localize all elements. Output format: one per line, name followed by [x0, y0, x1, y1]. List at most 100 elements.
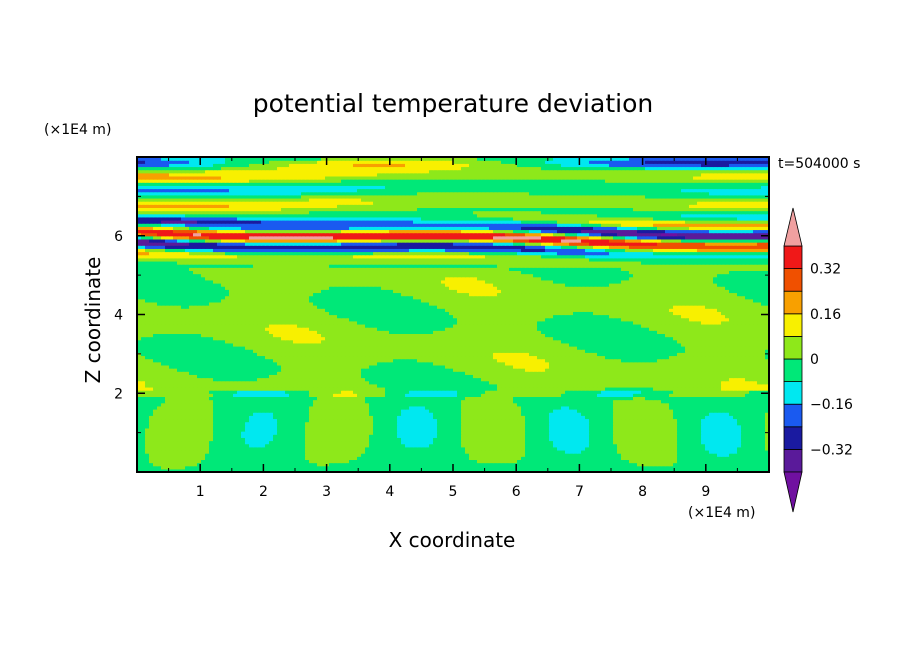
contour-cell — [617, 443, 622, 448]
contour-cell — [141, 446, 146, 451]
contour-cell — [669, 440, 674, 445]
contour-cell — [449, 437, 454, 442]
contour-cell — [153, 431, 158, 435]
contour-cell — [697, 465, 702, 470]
y-unit-label: (×1E4 m) — [44, 122, 111, 138]
contour-cell — [481, 459, 486, 464]
contour-cell — [673, 446, 678, 451]
contour-cell — [433, 462, 438, 467]
contour-cell — [197, 462, 202, 467]
contour-cell — [673, 443, 678, 448]
contour-cell — [429, 456, 434, 460]
contour-cell — [357, 437, 362, 442]
contour-cell — [517, 440, 522, 445]
contour-cell — [365, 465, 370, 470]
contour-cell — [189, 468, 194, 472]
contour-cell — [569, 443, 574, 448]
contour-cell — [477, 456, 482, 460]
contour-cell — [209, 431, 214, 435]
contour-cell — [589, 449, 594, 454]
contour-cell — [485, 446, 490, 451]
contour-cell — [557, 462, 562, 467]
contour-cell — [213, 440, 218, 445]
contour-cell — [737, 468, 742, 472]
contour-cell — [233, 468, 238, 472]
contour-cell — [241, 440, 246, 445]
contour-cell — [237, 449, 242, 454]
contour-cell — [573, 462, 578, 467]
contour-cell — [189, 449, 194, 454]
contour-cell — [381, 434, 386, 438]
contour-cell — [401, 468, 406, 472]
contour-cell — [749, 462, 754, 467]
contour-cell — [453, 449, 458, 454]
contour-cell — [761, 443, 766, 448]
contour-cell — [425, 443, 430, 448]
contour-cell — [681, 431, 686, 435]
contour-cell — [705, 443, 710, 448]
contour-cell — [365, 459, 370, 464]
contour-cell — [729, 443, 734, 448]
contour-cell — [413, 434, 418, 438]
contour-cell — [713, 440, 718, 445]
contour-cell — [365, 462, 370, 467]
contour-cell — [361, 440, 366, 445]
contour-cell — [509, 456, 514, 460]
contour-cell — [745, 462, 750, 467]
contour-cell — [665, 449, 670, 454]
contour-cell — [593, 462, 598, 467]
contour-cell — [461, 453, 466, 457]
contour-cell — [625, 453, 630, 457]
contour-cell — [713, 443, 718, 448]
contour-cell — [621, 440, 626, 445]
contour-cell — [405, 437, 410, 442]
contour-cell — [377, 437, 382, 442]
contour-cell — [597, 462, 602, 467]
contour-cell — [265, 449, 270, 454]
contour-cell — [689, 468, 694, 472]
contour-cell — [305, 456, 310, 460]
contour-cell — [749, 453, 754, 457]
contour-cell — [357, 453, 362, 457]
contour-cell — [169, 443, 174, 448]
contour-cell — [185, 456, 190, 460]
contour-cell — [521, 456, 526, 460]
contour-cell — [689, 453, 694, 457]
contour-cell — [241, 462, 246, 467]
contour-cell — [217, 443, 222, 448]
contour-cell — [333, 437, 338, 442]
contour-cell — [237, 427, 242, 432]
contour-cell — [285, 434, 290, 438]
contour-cell — [605, 465, 610, 470]
contour-cell — [253, 440, 258, 445]
contour-cell — [425, 446, 430, 451]
contour-cell — [165, 443, 170, 448]
contour-cell — [277, 468, 282, 472]
contour-cell — [193, 427, 198, 432]
contour-cell — [165, 462, 170, 467]
contour-cell — [189, 459, 194, 464]
contour-cell — [349, 437, 354, 442]
contour-cell — [257, 468, 262, 472]
contour-cell — [229, 443, 234, 448]
contour-cell — [561, 434, 566, 438]
contour-cell — [153, 446, 158, 451]
contour-cell — [637, 449, 642, 454]
contour-cell — [541, 446, 546, 451]
contour-cell — [385, 440, 390, 445]
contour-cell — [605, 431, 610, 435]
contour-cell — [725, 431, 730, 435]
contour-cell — [189, 443, 194, 448]
contour-cell — [741, 462, 746, 467]
contour-cell — [557, 459, 562, 464]
contour-cell — [265, 434, 270, 438]
contour-cell — [393, 459, 398, 464]
contour-cell — [441, 462, 446, 467]
contour-cell — [497, 437, 502, 442]
contour-cell — [621, 468, 626, 472]
contour-cell — [457, 434, 462, 438]
contour-cell — [337, 431, 342, 435]
contour-cell — [337, 449, 342, 454]
contour-cell — [393, 443, 398, 448]
